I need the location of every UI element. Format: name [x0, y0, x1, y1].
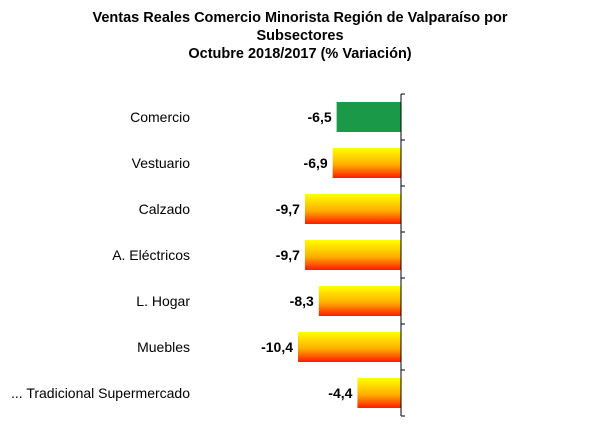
value-label-1: -6,5: [308, 109, 332, 125]
bar-2: [332, 148, 401, 178]
chart-title-line-1: Ventas Reales Comercio Minorista Región …: [92, 10, 508, 26]
chart-title-line-3: Octubre 2018/2017 (% Variación): [188, 46, 412, 62]
category-label-2: Vestuario: [132, 155, 191, 171]
bar-6: [298, 332, 401, 362]
value-label-2: -6,9: [304, 155, 328, 171]
value-label-4: -9,7: [276, 247, 300, 263]
value-label-5: -8,3: [290, 293, 314, 309]
bar-5: [318, 286, 401, 316]
category-label-1: Comercio: [130, 109, 190, 125]
category-label-7: ... Tradicional Supermercado: [11, 385, 190, 401]
chart-title: Ventas Reales Comercio Minorista Región …: [60, 9, 540, 63]
category-label-4: A. Eléctricos: [112, 247, 190, 263]
category-label-6: Muebles: [137, 339, 190, 355]
category-label-3: Calzado: [139, 201, 191, 217]
value-label-7: -4,4: [328, 385, 352, 401]
bar-7: [357, 378, 401, 408]
category-label-5: L. Hogar: [136, 293, 190, 309]
bar-3: [304, 194, 401, 224]
value-label-6: -10,4: [261, 339, 293, 355]
chart-title-line-2: Subsectores: [256, 28, 344, 44]
value-label-3: -9,7: [276, 201, 300, 217]
bar-4: [304, 240, 401, 270]
bar-1: [336, 102, 401, 132]
